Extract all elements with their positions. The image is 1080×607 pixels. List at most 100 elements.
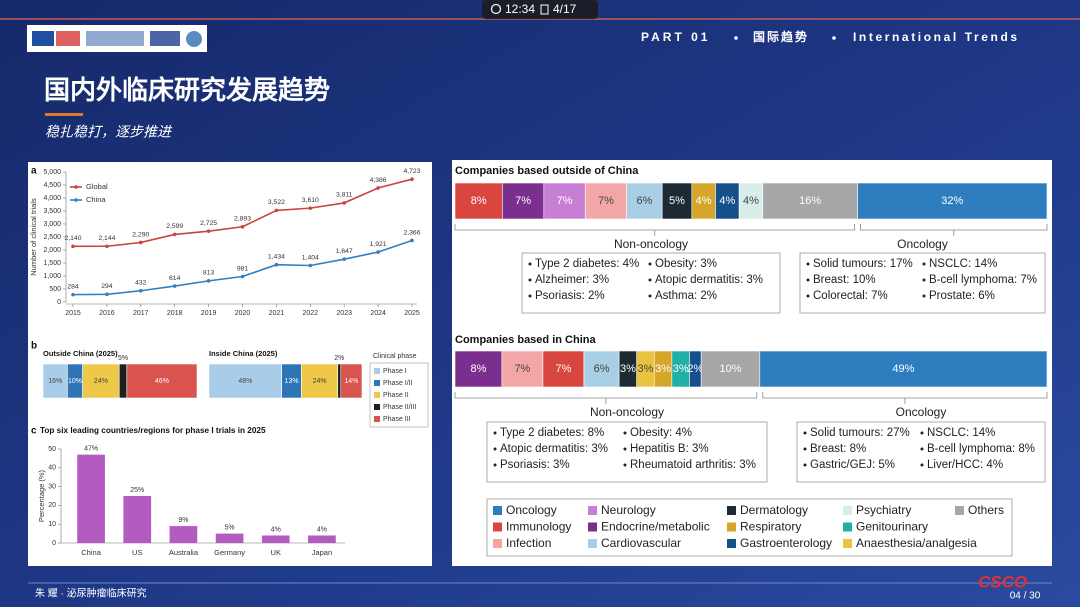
group-item: Obesity: 3% — [655, 258, 717, 270]
data-label: 46% — [155, 378, 169, 385]
legend-label: Phase II — [383, 392, 409, 399]
group-item: NSCLC: 14% — [927, 427, 995, 439]
data-label: 3% — [655, 363, 671, 375]
legend-swatch — [374, 416, 380, 422]
group-item: Liver/HCC: 4% — [927, 459, 1003, 471]
y-axis-label: Percentage (%) — [37, 469, 46, 522]
bullet — [528, 278, 532, 282]
x-tick-label: 2024 — [370, 310, 386, 317]
logo — [186, 31, 202, 47]
charts: a05001,0001,5002,0002,5003,0003,5004,000… — [29, 165, 1048, 557]
topic-zh: 国际趋势 — [753, 29, 809, 44]
legend-label: Respiratory — [740, 520, 801, 534]
topic-en: International Trends — [853, 30, 1020, 44]
data-label: 4,723 — [403, 168, 420, 175]
group-box — [486, 421, 768, 483]
data-point — [71, 244, 75, 249]
bar — [77, 454, 105, 543]
data-label: 32% — [941, 195, 963, 207]
x-tick-label: Japan — [312, 548, 332, 557]
data-label: 6% — [636, 195, 652, 207]
legend-swatch — [727, 539, 736, 548]
y-tick-label: 5,000 — [43, 169, 61, 176]
data-label: 13% — [285, 378, 299, 385]
bar-segment — [118, 363, 128, 399]
bullet — [623, 463, 627, 467]
y-tick-label: 30 — [48, 483, 56, 490]
bar — [261, 535, 290, 543]
data-label: 3% — [620, 363, 636, 375]
legend-swatch — [843, 522, 852, 532]
footer-logo: CSCO — [978, 572, 1027, 591]
bullet — [806, 294, 810, 298]
legend-label: Psychiatry — [856, 503, 911, 517]
y-tick-label: 0 — [57, 299, 61, 306]
legend-swatch — [588, 522, 597, 532]
panel-label: c — [31, 426, 37, 437]
data-label: 7% — [555, 363, 571, 375]
group-box — [796, 421, 1046, 483]
legend-swatch — [727, 522, 736, 532]
legend-swatch — [74, 185, 78, 189]
data-label: 1,434 — [268, 254, 285, 261]
y-tick-label: 50 — [48, 446, 56, 453]
page-number: 04 / 30 — [1010, 591, 1041, 602]
group-item: Gastric/GEJ: 5% — [810, 459, 895, 471]
data-label: 7% — [514, 363, 530, 375]
data-label: 24% — [94, 378, 108, 385]
logo — [56, 31, 80, 46]
slide-title: 国内外临床研究发展趋势 — [44, 75, 330, 105]
chart-title: Companies based in China — [455, 334, 596, 346]
x-tick-label: 2017 — [133, 310, 149, 317]
data-label: 5% — [118, 355, 128, 362]
data-label: 1,404 — [302, 254, 319, 261]
x-tick-label: 2016 — [99, 310, 115, 317]
data-point — [376, 250, 380, 254]
bar-segment — [42, 363, 68, 399]
data-label: 813 — [203, 270, 215, 277]
data-point — [172, 284, 177, 288]
data-label: 10% — [719, 363, 741, 375]
player-time: 12:34 — [505, 2, 535, 16]
group-item: Obesity: 4% — [630, 427, 692, 439]
data-point — [240, 274, 245, 279]
bar — [123, 496, 152, 543]
data-label: 49% — [892, 363, 914, 375]
bar-segment — [340, 363, 363, 399]
bar — [215, 533, 244, 543]
group-box — [799, 252, 1046, 314]
legend-label: Phase II/III — [383, 404, 417, 411]
group-label: Oncology — [897, 237, 948, 251]
bullet — [648, 278, 652, 282]
legend-label: Endocrine/metabolic — [601, 520, 710, 534]
title-underline — [45, 113, 83, 116]
data-label: 284 — [67, 283, 79, 290]
group-item: Psoriasis: 2% — [535, 290, 605, 302]
y-tick-label: 3,000 — [43, 221, 61, 228]
clock-icon — [490, 3, 502, 15]
legend-swatch — [374, 404, 380, 410]
y-tick-label: 2,500 — [43, 234, 61, 241]
x-tick-label: 2018 — [167, 310, 183, 317]
group-label: Oncology — [896, 405, 947, 419]
bracket — [860, 224, 1048, 236]
separator — [734, 36, 738, 40]
x-tick-label: 2020 — [235, 310, 251, 317]
bar-segment — [759, 350, 1048, 388]
bullet — [922, 294, 926, 298]
bullet — [922, 278, 926, 282]
data-point — [139, 240, 143, 245]
section: PART 01 — [641, 30, 710, 44]
data-label: 7% — [557, 195, 573, 207]
data-label: 4,386 — [370, 177, 387, 184]
group-label: Non-oncology — [614, 237, 688, 251]
data-label: 8% — [471, 195, 487, 207]
y-tick-label: 4,000 — [43, 195, 61, 202]
bar-segment — [502, 182, 545, 220]
data-label: 4% — [743, 195, 759, 207]
bullet — [493, 463, 497, 467]
data-label: 16% — [48, 378, 62, 385]
data-point — [105, 244, 109, 249]
legend-swatch — [843, 539, 852, 548]
legend-swatch — [727, 506, 736, 515]
